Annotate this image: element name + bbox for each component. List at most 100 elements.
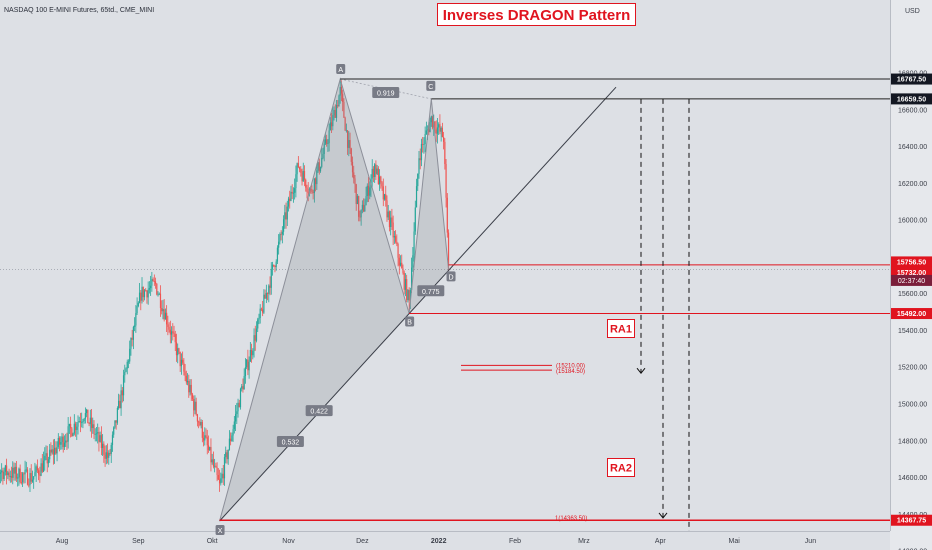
candle-body [28,484,30,486]
candle-body [361,204,363,210]
candle-body [18,468,20,478]
candle-body [2,470,4,480]
candle-body [356,196,359,205]
candle-body [7,472,9,476]
candle-body [333,109,335,116]
candle-body [441,127,443,138]
candle-body [302,171,304,182]
candle-body [209,447,211,450]
candle-body [318,162,320,172]
candle-body [270,268,272,288]
candle-body [0,472,2,474]
candle-body [134,325,136,327]
candle-body [276,247,279,262]
candle-body [106,452,109,458]
candle-body [328,130,330,144]
candle-body [161,308,163,312]
candle-body [281,231,283,235]
triangle-bcd [409,98,449,314]
candle-body [111,434,114,445]
candle-body [290,191,292,202]
candle-body [78,421,80,423]
candle-body [68,423,70,427]
candle-body [94,433,96,435]
candle-body [216,467,218,475]
candle-body [447,232,450,271]
candle-body [407,290,409,301]
candle-body [305,179,307,188]
price-tag-15756-50 [891,256,932,268]
y-tick-label: 14600.00 [898,475,927,482]
candle-body [121,390,123,396]
candle-body [146,290,148,298]
candle-body [137,302,139,307]
candle-body [287,198,290,207]
candle-body [44,455,46,461]
price-tag-16659-50 [891,93,932,105]
candle-body [440,127,442,132]
candle-body [12,467,14,478]
candle-body [414,207,416,232]
candle-body [163,309,165,320]
candle-body [13,467,15,474]
candle-body [241,386,243,389]
candle-body [280,234,282,236]
candle-body [285,212,287,220]
candle-body [135,313,137,326]
candle-body [348,140,350,148]
candle-body [156,283,158,295]
candle-body [398,257,400,266]
candle-body [424,133,426,145]
candle-body [294,188,296,193]
ratio-xd-label: 0.532 [282,440,300,447]
point-b-badge [405,316,415,327]
candle-body [273,264,275,266]
candle-body [254,335,256,341]
ratio-xb-badge [305,405,333,417]
candle-body [131,337,133,340]
candle-body [291,191,293,194]
candle-body [164,312,167,320]
candle-body [420,143,423,161]
candle-body [231,435,233,442]
candle-body [215,465,217,468]
candle-body [210,447,212,463]
candle-body [147,289,149,298]
candle-body [126,361,128,369]
candle-body [196,414,199,422]
candle-body [129,348,131,362]
candle-body [170,331,173,335]
candle-body [72,433,74,437]
candle-body [193,398,195,411]
candle-body [86,409,88,414]
x-tick-label: Sep [132,538,145,545]
x-tick-label: Dez [356,538,369,545]
candle-body [228,438,231,450]
candle-body [330,122,333,127]
candle-body [186,380,189,383]
candle-body [317,162,319,171]
candle-body [406,279,408,301]
candle-body [334,109,336,118]
candle-body [76,426,78,430]
candle-body [255,328,258,341]
point-a-label: A [338,67,343,74]
candle-body [56,446,58,454]
y-tick-label: 15200.00 [898,365,927,372]
candle-body [337,105,339,107]
candle-body [239,388,242,408]
candle-body [344,117,346,131]
candle-body [300,169,302,173]
price-tag-label: 16767.50 [897,77,926,84]
candle-body [386,200,388,218]
candle-body [153,281,155,282]
candle-body [230,438,232,442]
candle-body [385,194,387,201]
candle-body [100,435,102,448]
candle-body [430,116,432,123]
candle-body [359,216,361,218]
candle-body [249,350,251,362]
x-tick-label: Jun [805,538,816,545]
candle-body [262,309,264,313]
